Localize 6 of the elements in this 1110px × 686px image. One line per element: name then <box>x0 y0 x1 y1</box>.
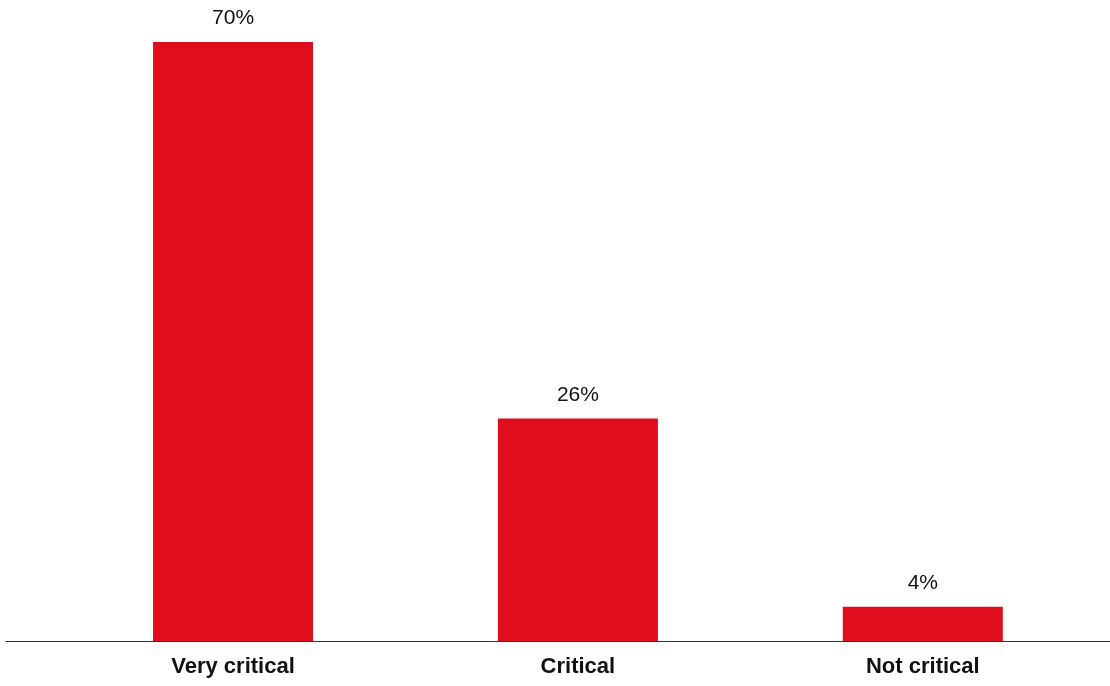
data-label: 4% <box>907 569 938 593</box>
data-label: 26% <box>556 381 599 405</box>
data-label: 70% <box>212 5 255 28</box>
x-tick-label: Critical <box>540 652 616 678</box>
x-tick-label: Very critical <box>171 652 295 678</box>
x-tick-label: Not critical <box>865 652 980 678</box>
